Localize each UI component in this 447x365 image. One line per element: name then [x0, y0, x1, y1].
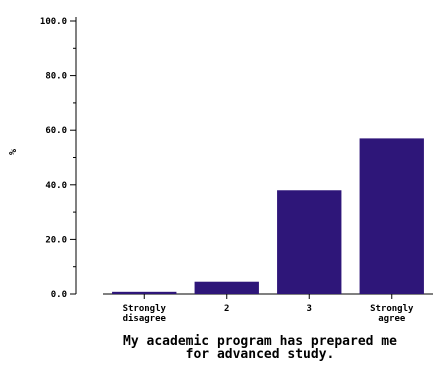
- x-tick-label: Strongly disagree: [123, 304, 167, 324]
- y-tick-label: 0.0: [51, 290, 67, 300]
- y-tick-label: 80.0: [45, 72, 67, 82]
- y-tick-label: 100.0: [40, 17, 67, 27]
- x-axis: Strongly disagree 2 3 Strongly agree: [103, 293, 433, 324]
- x-tick-label: Strongly agree: [370, 304, 414, 324]
- y-axis-label: %: [8, 149, 19, 155]
- y-tick-label: 40.0: [45, 181, 67, 191]
- chart-title-line: for advanced study.: [186, 347, 335, 362]
- x-tick-label: 3: [307, 304, 312, 314]
- y-axis: 0.0 20.0 40.0 60.0 80.0 100.0: [40, 17, 77, 300]
- x-tick-label: 2: [224, 304, 229, 314]
- y-tick-label: 20.0: [45, 235, 67, 245]
- chart-title-line: My academic program has prepared me: [123, 334, 397, 349]
- bar: [112, 291, 177, 294]
- y-tick-label: 60.0: [45, 126, 67, 136]
- bar: [194, 281, 259, 294]
- bar: [359, 138, 424, 294]
- bars: [112, 138, 424, 294]
- bar: [277, 190, 342, 294]
